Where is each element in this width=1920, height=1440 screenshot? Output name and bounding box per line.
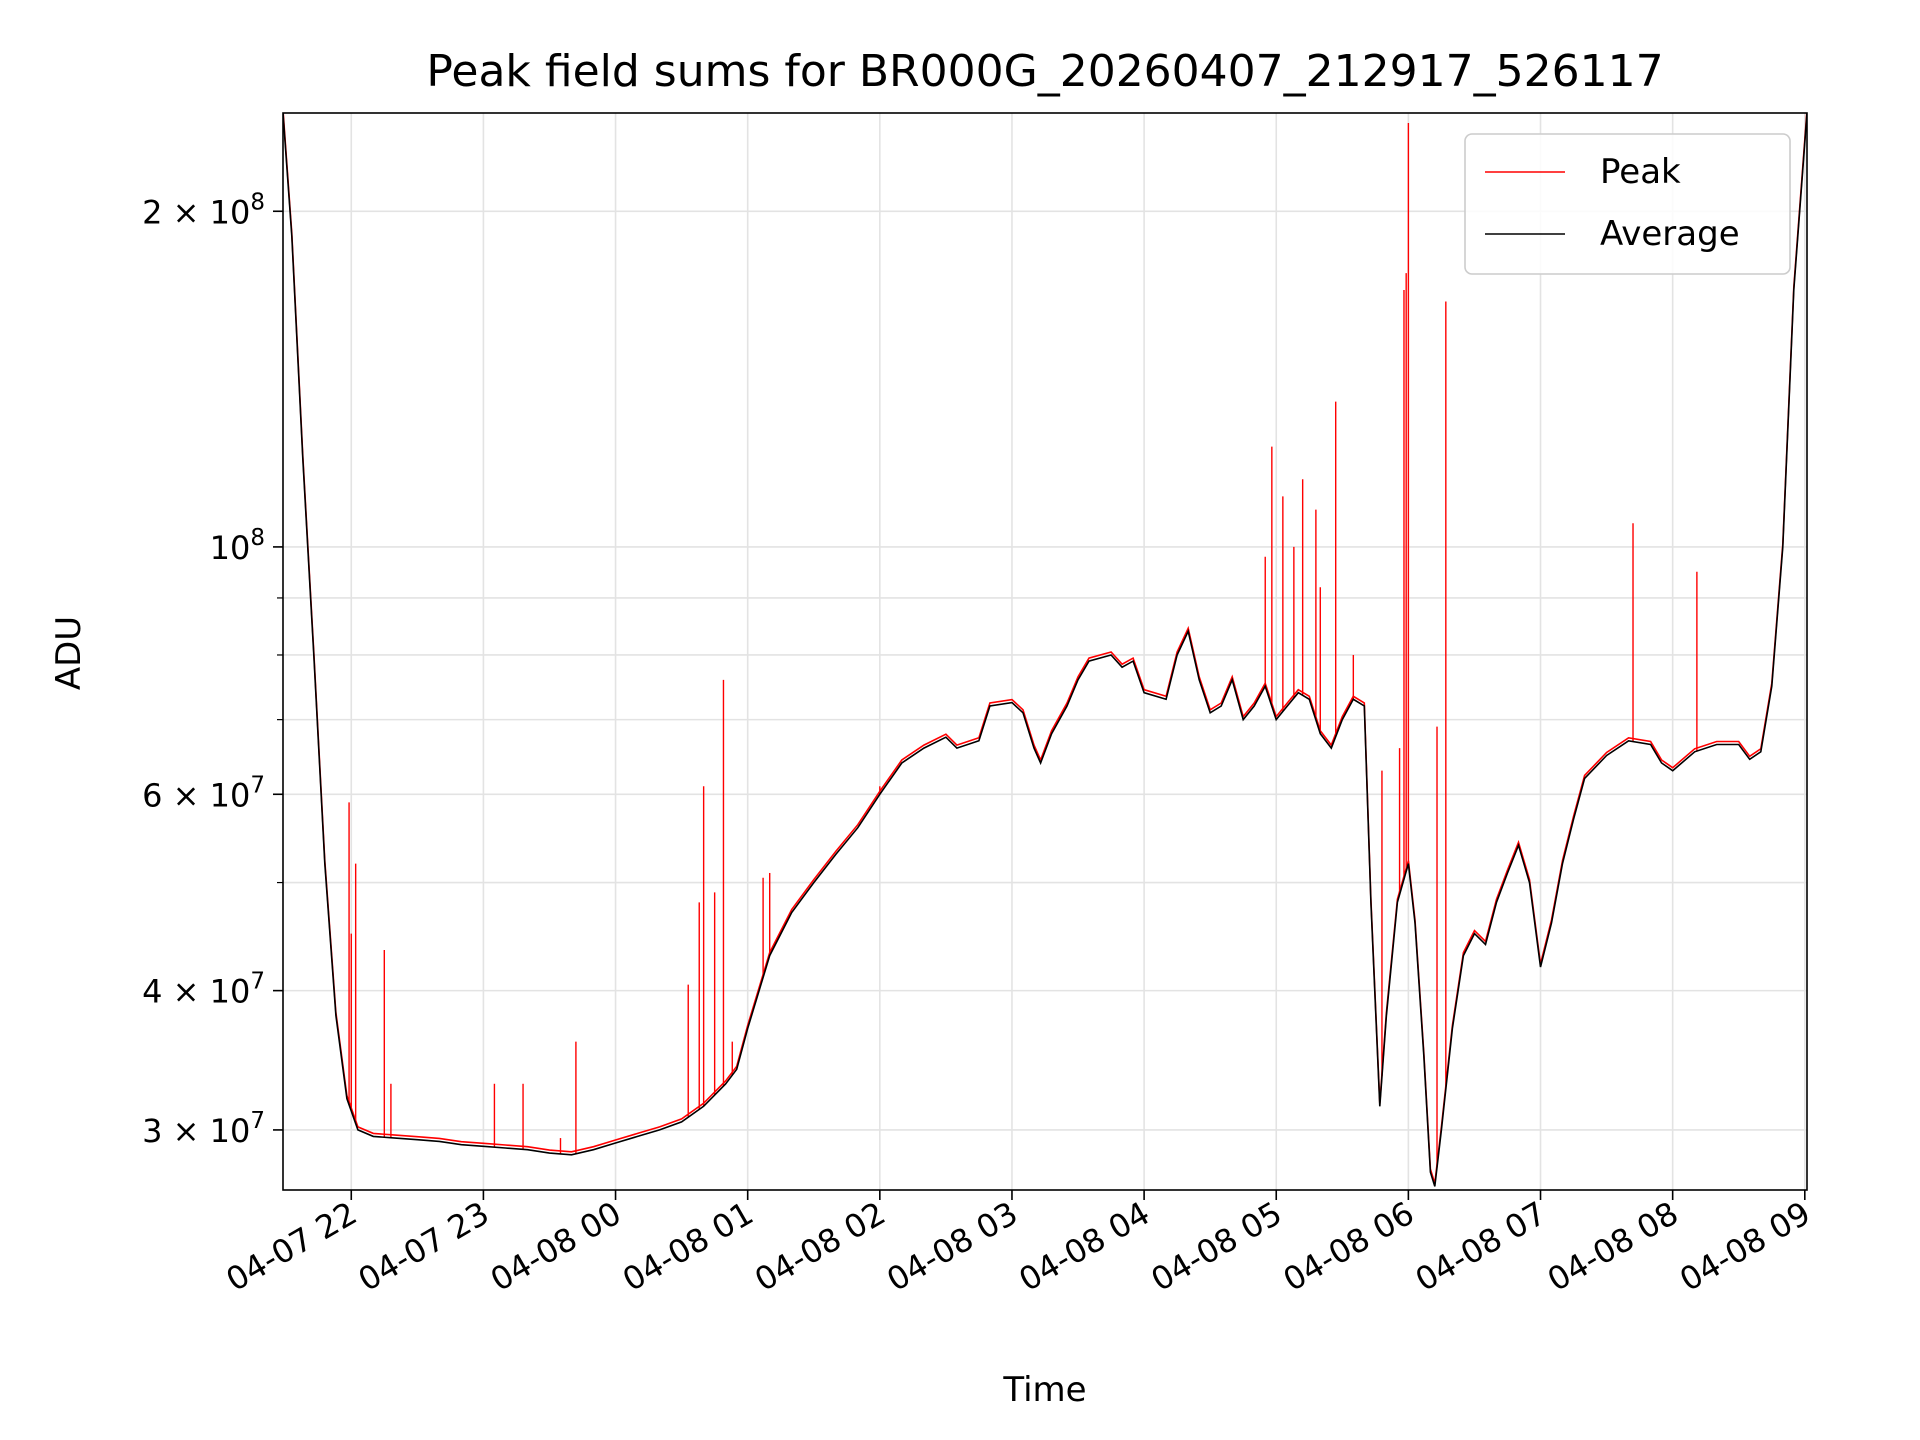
plot-area [283, 113, 1807, 1187]
average-series-line [283, 113, 1807, 1187]
legend: Peak Average [1464, 133, 1791, 275]
y-tick-label: 4 × 107 [142, 969, 265, 1011]
y-axis-label: ADU [49, 616, 89, 690]
legend-average-label: Average [1600, 214, 1740, 254]
legend-box [1464, 133, 1791, 275]
legend-peak-label: Peak [1600, 152, 1681, 192]
y-axis: 3 × 107 4 × 107 6 × 107 108 2 × 108 [142, 189, 283, 1150]
y-tick-label: 3 × 107 [142, 1108, 265, 1150]
y-tick-label: 2 × 108 [142, 189, 265, 231]
plot-frame [282, 112, 1808, 1191]
chart-title: Peak field sums for BR000G_20260407_2129… [426, 46, 1663, 97]
y-tick-label: 6 × 107 [142, 772, 265, 814]
x-axis-label: Time [1002, 1370, 1086, 1410]
y-tick-label: 108 [210, 525, 265, 567]
